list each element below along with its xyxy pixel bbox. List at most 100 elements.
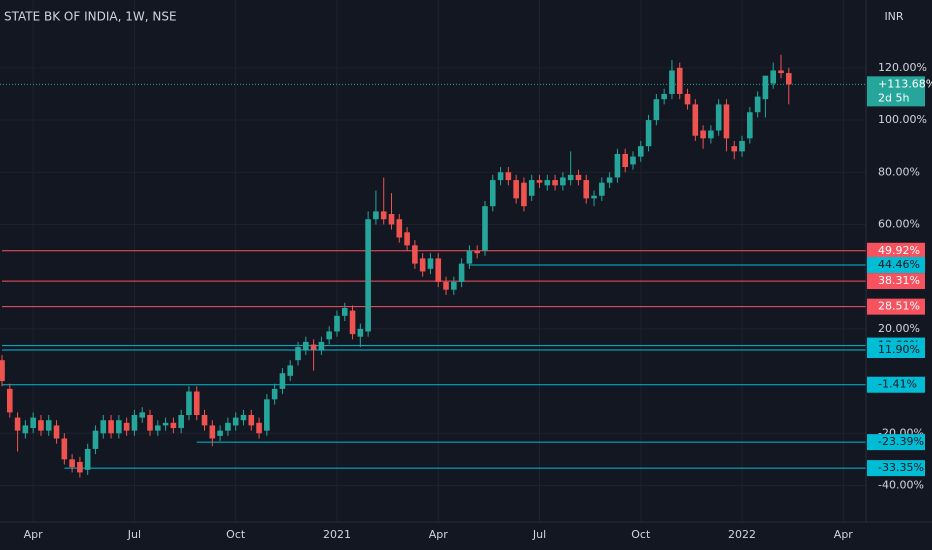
candle-body xyxy=(567,174,574,181)
level-tag xyxy=(867,298,925,315)
candle-body xyxy=(692,104,699,136)
candle-body xyxy=(684,93,691,105)
x-tick-label: 2022 xyxy=(728,528,756,541)
candle-body xyxy=(380,211,387,220)
candle-body xyxy=(30,417,36,429)
candle-body xyxy=(427,258,434,269)
level-tag xyxy=(867,242,925,259)
level-tag xyxy=(867,434,925,451)
level-label: -1.41% xyxy=(878,378,917,391)
candle-body xyxy=(341,307,348,316)
level-label: 49.92% xyxy=(878,244,920,257)
candle-body xyxy=(513,180,519,199)
candle-body xyxy=(645,120,652,147)
level-tag xyxy=(867,342,925,359)
x-tick-label: Apr xyxy=(24,528,44,541)
currency-label: INR xyxy=(884,10,903,23)
candle-body xyxy=(614,153,621,178)
candle-body xyxy=(22,425,29,434)
candle-body xyxy=(723,104,730,139)
level-label: 28.51% xyxy=(878,300,920,313)
candles xyxy=(0,54,792,478)
candle-body xyxy=(458,263,465,282)
x-tick-label: Oct xyxy=(226,528,246,541)
candle-body xyxy=(279,373,286,389)
candle-body xyxy=(700,130,706,139)
candle-body xyxy=(186,391,192,415)
y-tick-label: 120.00% xyxy=(878,61,927,74)
candle-body xyxy=(552,180,558,186)
level-label: 44.46% xyxy=(878,258,920,271)
candle-body xyxy=(271,388,278,400)
candle-body xyxy=(131,414,138,431)
level-label: 38.31% xyxy=(878,274,920,287)
candle-body xyxy=(599,182,605,196)
candle-body xyxy=(388,214,395,225)
candle-body xyxy=(264,399,270,431)
candle-body xyxy=(108,420,114,434)
candle-body xyxy=(193,391,200,415)
price-label: +113.68% xyxy=(878,77,932,90)
chart-title: STATE BK OF INDIA, 1W, NSE xyxy=(4,10,177,24)
candle-body xyxy=(334,315,340,332)
level-tag xyxy=(867,376,925,393)
candle-body xyxy=(661,93,667,100)
y-tick-label: 80.00% xyxy=(878,165,920,178)
candle-body xyxy=(318,341,325,350)
candle-body xyxy=(45,420,52,431)
y-tick-label: 60.00% xyxy=(878,217,920,230)
candle-body xyxy=(489,180,496,207)
candle-body xyxy=(606,177,613,183)
candle-body xyxy=(591,195,597,199)
candle-body xyxy=(326,331,332,340)
countdown-label: 2d 5h xyxy=(878,91,909,104)
price-tag xyxy=(867,76,925,107)
candle-body xyxy=(77,461,83,473)
candle-body xyxy=(622,153,628,168)
candle-body xyxy=(575,174,582,181)
candle-body xyxy=(139,412,146,418)
candle-body xyxy=(147,414,153,431)
candle-body xyxy=(217,430,223,436)
candle-body xyxy=(785,73,792,85)
candle-body xyxy=(92,430,99,449)
candle-body xyxy=(61,438,68,460)
candle-body xyxy=(357,328,364,337)
candle-body xyxy=(295,347,301,361)
y-tick-label: 20.00% xyxy=(878,322,920,335)
level-tag xyxy=(867,273,925,290)
candle-body xyxy=(630,156,636,165)
grid xyxy=(0,0,866,522)
candle-body xyxy=(412,245,418,264)
level-tag xyxy=(867,257,925,274)
candle-body xyxy=(739,140,745,152)
candle-body xyxy=(536,180,543,183)
level-label: 11.90% xyxy=(878,343,920,356)
candle-body xyxy=(6,388,13,413)
candle-body xyxy=(778,70,784,74)
level-label: -23.39% xyxy=(878,435,924,448)
candle-body xyxy=(256,422,262,434)
y-tick-label: 100.00% xyxy=(878,113,927,126)
candle-body xyxy=(287,365,294,376)
candle-body xyxy=(497,172,504,181)
candle-body xyxy=(451,281,457,290)
levels xyxy=(0,83,866,469)
candle-body xyxy=(0,360,5,382)
candle-body xyxy=(365,219,371,332)
candle-body xyxy=(170,422,177,429)
candle-body xyxy=(100,420,107,434)
candle-body xyxy=(155,425,161,431)
candle-body xyxy=(396,219,403,238)
candle-body xyxy=(708,130,714,139)
candle-body xyxy=(669,70,675,94)
candle-body xyxy=(747,112,753,139)
level-label: -33.35% xyxy=(878,461,924,474)
candle-body xyxy=(201,414,208,426)
candle-body xyxy=(435,258,442,282)
candle-body xyxy=(225,422,231,431)
candle-body xyxy=(754,96,761,113)
candle-body xyxy=(770,70,777,84)
candle-body xyxy=(232,417,239,426)
